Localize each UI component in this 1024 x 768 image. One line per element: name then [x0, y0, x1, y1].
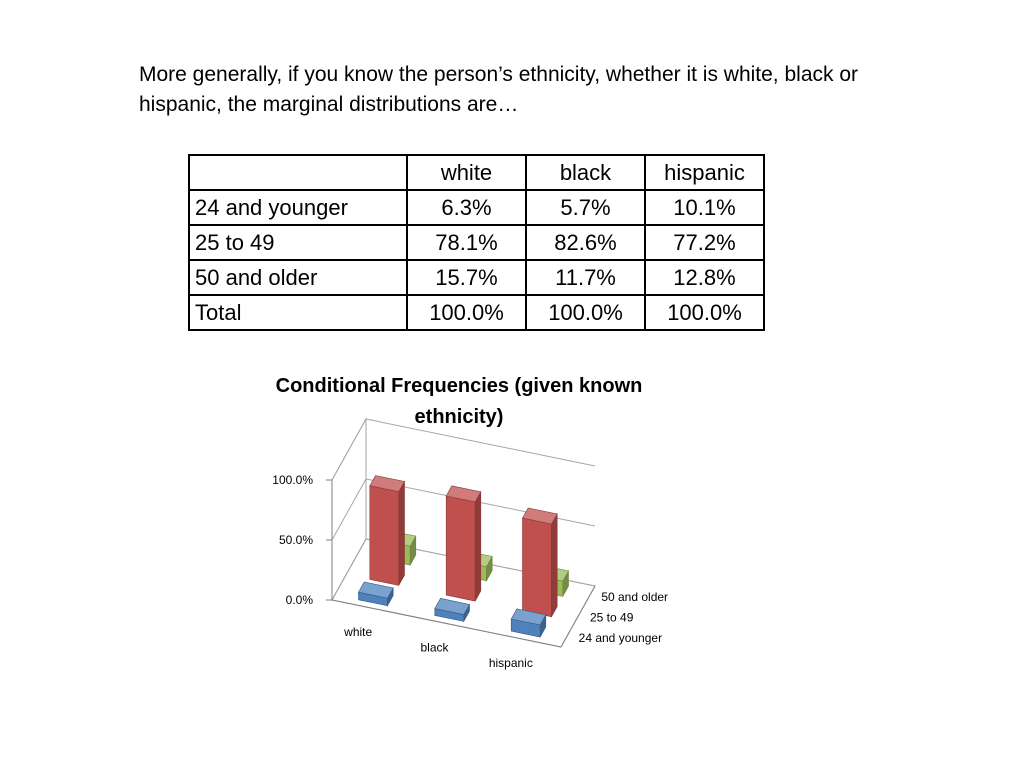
table-row: 50 and older 15.7% 11.7% 12.8%	[188, 259, 765, 296]
table-header-row: white black hispanic	[188, 154, 765, 191]
table-cell: 10.1%	[644, 189, 765, 226]
table-cell: 77.2%	[644, 224, 765, 261]
bar-side-face	[398, 480, 405, 587]
bar-hispanic-25-to-49	[522, 507, 558, 618]
x-tick-label: black	[420, 641, 449, 655]
table-cell: 100.0%	[406, 294, 527, 331]
intro-text: More generally, if you know the person’s…	[139, 63, 859, 116]
bar-front-face	[522, 517, 552, 618]
x-axis-line	[331, 599, 562, 648]
bar-top-face	[522, 507, 558, 525]
table-row: 24 and younger 6.3% 5.7% 10.1%	[188, 189, 765, 226]
gridline	[331, 418, 596, 481]
column-header-hispanic: hispanic	[644, 154, 765, 191]
x-tick-label: hispanic	[489, 656, 533, 670]
y-tick-label: 50.0%	[279, 533, 313, 547]
column-header-black: black	[525, 154, 646, 191]
row-label: Total	[188, 294, 408, 331]
bar-black-25-to-49	[445, 485, 482, 602]
bar-top-face	[510, 608, 547, 626]
table-cell: 100.0%	[525, 294, 646, 331]
bar-front-face	[445, 495, 476, 602]
row-label: 24 and younger	[188, 189, 408, 226]
bar-side-face	[551, 512, 558, 618]
table-cell: 12.8%	[644, 259, 765, 296]
row-label: 50 and older	[188, 259, 408, 296]
table-cell: 6.3%	[406, 189, 527, 226]
bar-white-25-to-49	[369, 475, 405, 587]
row-label: 25 to 49	[188, 224, 408, 261]
table-cell: 5.7%	[525, 189, 646, 226]
chart-title: Conditional Frequencies (given known eth…	[275, 375, 643, 428]
table-row: 25 to 49 78.1% 82.6% 77.2%	[188, 224, 765, 261]
table-cell: 15.7%	[406, 259, 527, 296]
bar-side-face	[474, 490, 482, 602]
x-tick-label: white	[343, 625, 372, 639]
table-cell: 78.1%	[406, 224, 527, 261]
y-tick-label: 0.0%	[286, 593, 314, 607]
bar-top-face	[445, 485, 482, 503]
series-label: 50 and older	[601, 590, 668, 604]
bar-front-face	[369, 485, 400, 586]
series-label: 25 to 49	[590, 611, 634, 625]
table-row: Total 100.0% 100.0% 100.0%	[188, 294, 765, 331]
bar-hispanic-24-and-younger	[510, 608, 547, 638]
table-cell: 11.7%	[525, 259, 646, 296]
bar-top-face	[369, 475, 405, 493]
conditional-frequency-table: white black hispanic 24 and younger 6.3%…	[188, 154, 765, 331]
column-header-white: white	[406, 154, 527, 191]
table-corner-cell	[188, 154, 408, 191]
table-cell: 100.0%	[644, 294, 765, 331]
bar-black-24-and-younger	[434, 598, 470, 623]
table-cell: 82.6%	[525, 224, 646, 261]
depth-axis-line	[560, 585, 596, 648]
gridline	[331, 478, 596, 541]
bar-top-face	[434, 598, 470, 615]
y-tick-label: 100.0%	[272, 473, 313, 487]
bar-top-face	[358, 581, 394, 599]
bar-white-24-and-younger	[358, 581, 394, 607]
series-label: 24 and younger	[579, 631, 662, 645]
